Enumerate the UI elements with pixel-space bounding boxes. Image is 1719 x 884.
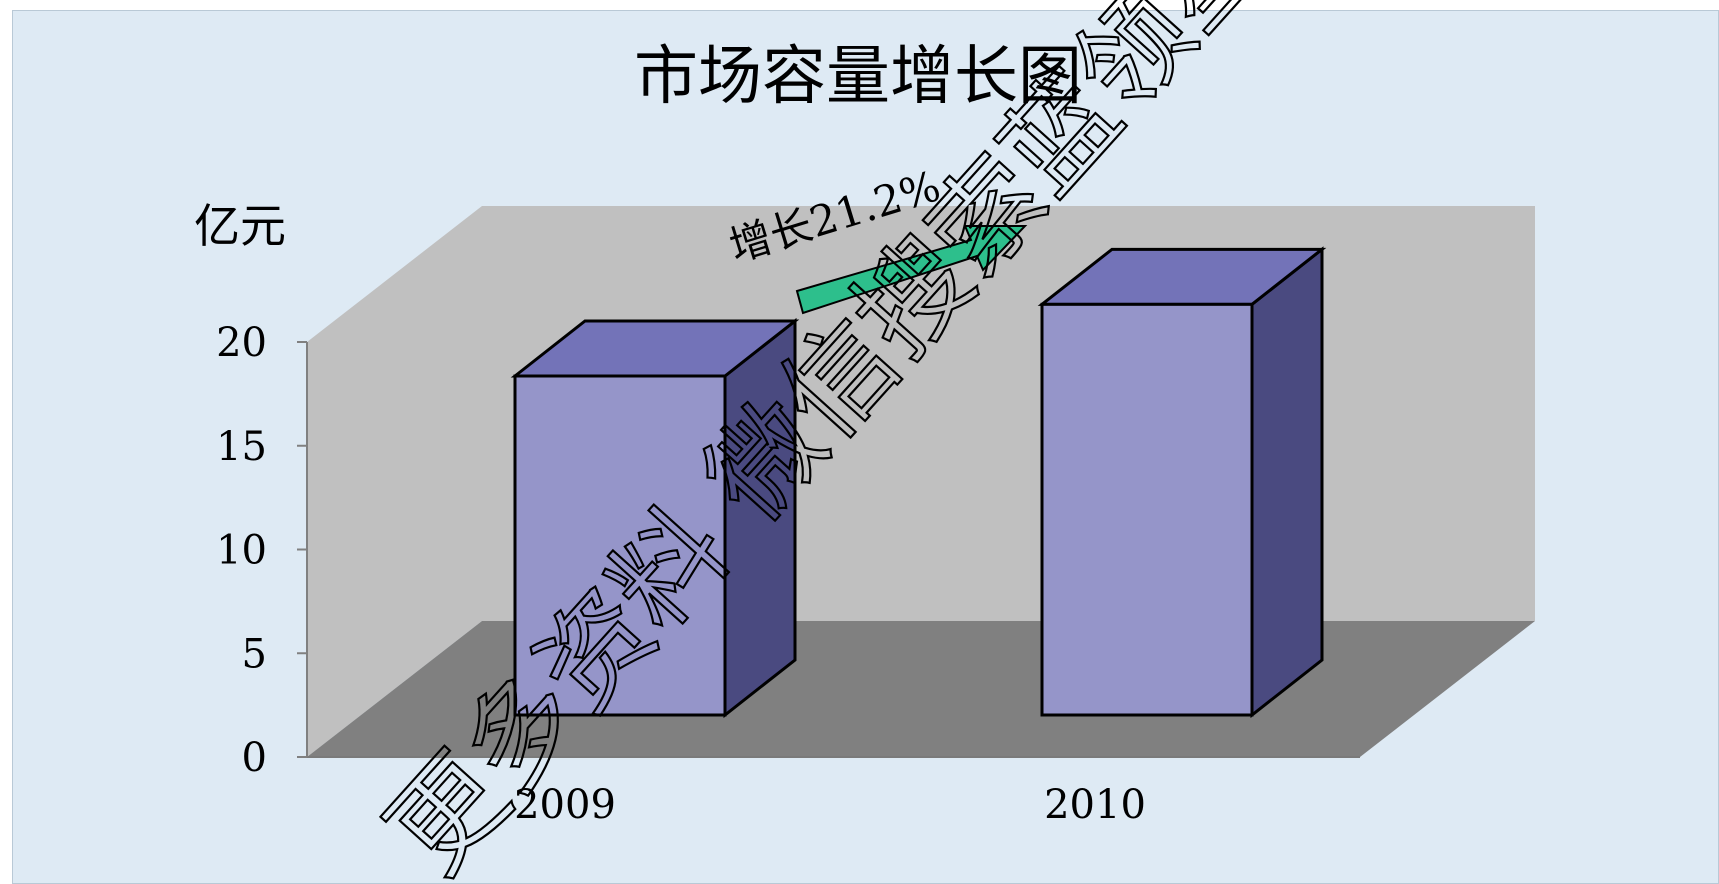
y-tick-label: 5: [242, 631, 267, 677]
y-axis: 0 5 10 15 20: [216, 320, 308, 781]
x-tick-label: 2009: [514, 782, 616, 828]
bar-front: [513, 374, 727, 717]
bar-front: [1040, 302, 1254, 717]
bar-side: [1250, 246, 1324, 719]
bar-2009: [510, 317, 800, 719]
chart-title: 市场容量增长图: [634, 40, 1082, 114]
y-axis-unit-label: 亿元: [194, 199, 286, 253]
x-tick-label: 2010: [1044, 782, 1146, 828]
x-axis: 2009 2010: [514, 782, 1146, 828]
y-tick-label: 0: [242, 735, 267, 781]
y-tick-label: 20: [216, 320, 267, 366]
growth-arrow: [795, 225, 1028, 315]
bar-2010: [1037, 246, 1327, 719]
growth-arrow-shape: [795, 225, 1028, 315]
y-tick-label: 15: [216, 424, 267, 470]
bars: [510, 246, 1327, 719]
y-tick-label: 10: [216, 528, 267, 574]
